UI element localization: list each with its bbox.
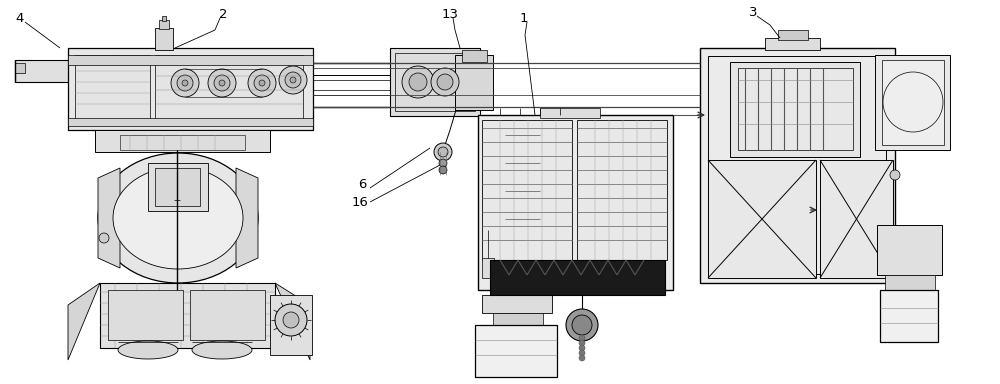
Bar <box>395 53 475 111</box>
Bar <box>880 290 938 342</box>
Bar <box>155 168 200 206</box>
Bar <box>493 313 543 325</box>
Circle shape <box>259 80 265 86</box>
Text: 3: 3 <box>749 7 757 20</box>
Bar <box>708 56 886 274</box>
Circle shape <box>890 260 900 270</box>
Bar <box>159 20 169 29</box>
Polygon shape <box>236 168 258 268</box>
Circle shape <box>431 68 459 96</box>
Bar <box>877 225 942 275</box>
Bar <box>108 290 183 340</box>
Circle shape <box>439 166 447 174</box>
Circle shape <box>275 304 307 336</box>
Bar <box>475 325 557 377</box>
Bar <box>730 62 860 157</box>
Bar <box>15 63 25 73</box>
Bar <box>75 55 150 123</box>
Circle shape <box>566 309 598 341</box>
Bar <box>270 295 312 355</box>
Bar <box>162 16 166 21</box>
Bar <box>190 290 265 340</box>
Bar <box>482 295 552 313</box>
Bar <box>577 120 667 260</box>
Bar <box>885 275 935 290</box>
Bar <box>120 135 245 150</box>
Circle shape <box>283 312 299 328</box>
Bar <box>462 50 487 62</box>
Circle shape <box>438 147 448 157</box>
Ellipse shape <box>118 341 178 359</box>
Text: 6: 6 <box>358 179 366 192</box>
Circle shape <box>439 159 447 167</box>
Circle shape <box>279 66 307 94</box>
Circle shape <box>254 75 270 91</box>
Bar <box>68 55 313 65</box>
Bar <box>765 38 820 50</box>
Circle shape <box>248 69 276 97</box>
Polygon shape <box>275 283 310 360</box>
Bar <box>68 48 313 130</box>
Circle shape <box>579 335 585 341</box>
Bar <box>708 160 816 278</box>
Bar <box>875 55 950 150</box>
Circle shape <box>572 315 592 335</box>
Bar <box>95 130 270 152</box>
Bar <box>540 108 600 118</box>
Circle shape <box>214 75 230 91</box>
Circle shape <box>171 69 199 97</box>
Bar <box>68 118 313 126</box>
Circle shape <box>409 73 427 91</box>
Circle shape <box>579 355 585 361</box>
Bar <box>15 60 70 82</box>
Circle shape <box>219 80 225 86</box>
Polygon shape <box>68 283 100 360</box>
Bar <box>478 115 673 290</box>
Bar <box>820 160 893 278</box>
Polygon shape <box>98 168 120 268</box>
Bar <box>778 30 808 40</box>
Bar <box>155 28 173 50</box>
Bar <box>155 55 303 123</box>
Text: 2: 2 <box>219 8 227 22</box>
Circle shape <box>290 77 296 83</box>
Bar <box>882 60 944 145</box>
Ellipse shape <box>113 167 243 269</box>
Circle shape <box>434 143 452 161</box>
Circle shape <box>437 74 453 90</box>
Bar <box>390 48 480 116</box>
Bar <box>738 68 853 150</box>
Circle shape <box>111 56 119 64</box>
Circle shape <box>99 233 109 243</box>
Bar <box>455 55 493 110</box>
Text: 16: 16 <box>352 195 368 209</box>
Bar <box>148 163 208 211</box>
Circle shape <box>182 80 188 86</box>
Circle shape <box>177 75 193 91</box>
Circle shape <box>890 170 900 180</box>
Ellipse shape <box>192 341 252 359</box>
Ellipse shape <box>98 153 258 283</box>
Bar <box>482 120 572 260</box>
Circle shape <box>579 340 585 346</box>
Circle shape <box>579 350 585 356</box>
Text: 13: 13 <box>442 8 458 22</box>
Bar <box>700 48 895 283</box>
Text: 4: 4 <box>16 12 24 25</box>
Bar <box>100 283 275 348</box>
Bar <box>490 260 665 295</box>
Circle shape <box>402 66 434 98</box>
Circle shape <box>208 69 236 97</box>
Circle shape <box>285 72 301 88</box>
Bar <box>482 258 494 278</box>
Circle shape <box>579 345 585 351</box>
Text: 1: 1 <box>520 12 528 25</box>
